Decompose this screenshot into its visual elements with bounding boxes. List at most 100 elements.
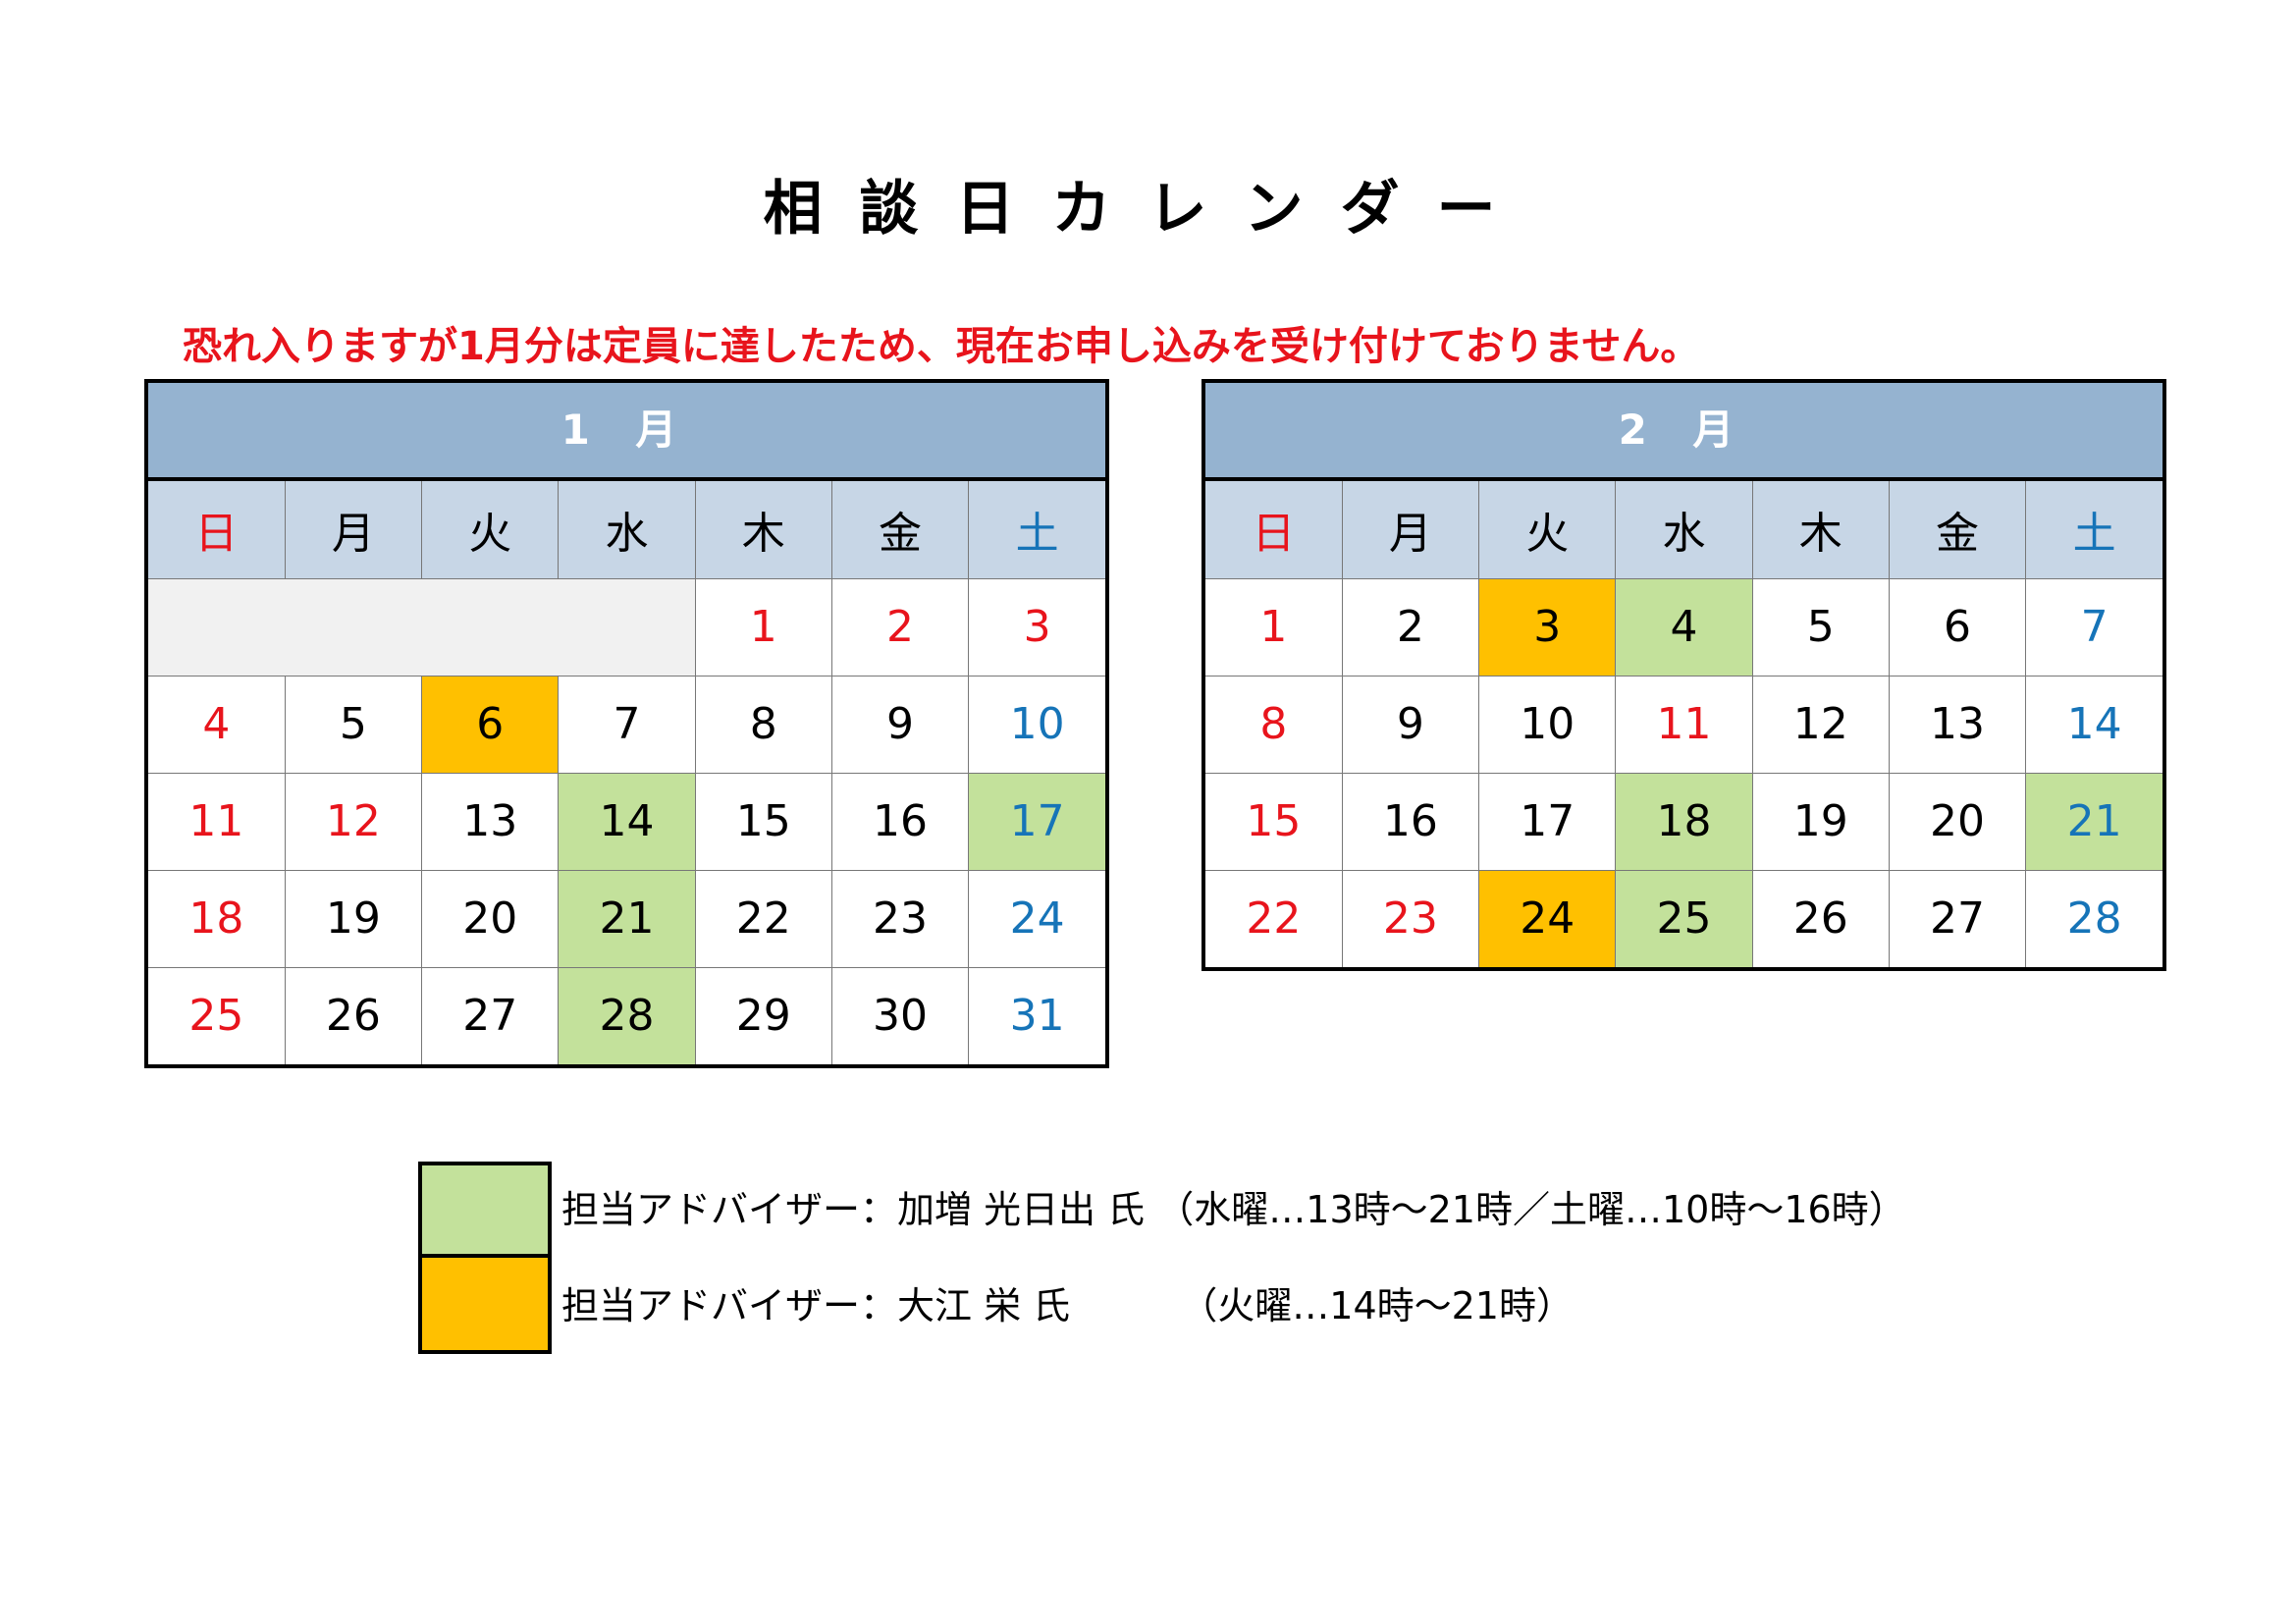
day-cell: 5 [1751,577,1890,677]
day-cell: 7 [558,675,696,774]
weekday-cell: 火 [421,481,560,579]
day-cell: 11 [148,772,286,871]
legend-label: 担当アドバイザー：加増 光日出 氏 [561,1188,1146,1231]
day-cell: 26 [1751,869,1890,967]
day-cell: 4 [1615,577,1753,677]
day-cell: 15 [694,772,832,871]
week-row: 11 12 13 14 15 16 17 [148,772,1105,871]
day-cell: 16 [1341,772,1480,871]
day-cell: 20 [1888,772,2027,871]
day-cell: 4 [148,675,286,774]
week-row: 18 19 20 21 22 23 24 [148,869,1105,968]
legend-text: 担当アドバイザー：大江 栄 氏 （火曜…14時～21時） [561,1279,1574,1332]
day-cell: 9 [830,675,970,774]
day-cell: 2 [830,577,970,677]
weekday-cell: 火 [1478,481,1617,579]
weekday-cell: 土 [968,481,1105,579]
day-cell: 12 [1751,675,1890,774]
weekday-cell: 月 [1341,481,1480,579]
day-cell: 5 [284,675,423,774]
day-cell: 10 [968,675,1105,774]
weekday-cell: 木 [1751,481,1890,579]
week-row: 1 2 3 4 5 6 7 [1205,577,2163,677]
weekday-cell: 木 [694,481,832,579]
day-cell: 18 [148,869,286,968]
day-cell: 26 [284,966,423,1064]
day-cell: 23 [1341,869,1480,967]
day-cell: 6 [1888,577,2027,677]
legend-schedule: （水曜…13時～21時／土曜…10時～16時） [1156,1188,1906,1231]
day-cell: 25 [148,966,286,1064]
day-cell: 3 [1478,577,1617,677]
week-row: 1 2 3 [148,577,1105,677]
day-cell: 17 [1478,772,1617,871]
day-cell: 13 [1888,675,2027,774]
weekday-row: 日 月 火 水 木 金 土 [1205,481,2163,579]
day-cell: 23 [830,869,970,968]
weekday-cell: 月 [284,481,423,579]
day-cell: 29 [694,966,832,1064]
day-cell: 8 [1205,675,1343,774]
day-cell: 21 [558,869,696,968]
month-header: 1 月 [148,383,1105,481]
day-cell: 18 [1615,772,1753,871]
calendar-grid: 日 月 火 水 木 金 土 1 2 3 4 5 6 7 8 9 10 11 12… [1205,481,2163,967]
day-cell: 11 [1615,675,1753,774]
weekday-cell: 土 [2025,481,2163,579]
green-swatch [418,1162,552,1258]
day-cell: 15 [1205,772,1343,871]
day-cell: 21 [2025,772,2163,871]
week-row: 4 5 6 7 8 9 10 [148,675,1105,774]
calendar-january: 1 月 日 月 火 水 木 金 土 1 2 3 4 5 6 7 8 9 10 1… [144,379,1109,1068]
day-cell: 20 [421,869,560,968]
closure-notice: 恐れ入りますが1月分は定員に達したため、現在お申し込みを受け付けておりません。 [183,324,1700,369]
day-cell: 13 [421,772,560,871]
day-cell: 8 [694,675,832,774]
day-cell: 10 [1478,675,1617,774]
week-row: 25 26 27 28 29 30 31 [148,966,1105,1064]
weekday-cell: 金 [830,481,970,579]
day-cell: 14 [558,772,696,871]
month-header: 2 月 [1205,383,2163,481]
legend-text: 担当アドバイザー：加増 光日出 氏 （水曜…13時～21時／土曜…10時～16時… [561,1183,1906,1236]
day-cell: 27 [421,966,560,1064]
day-cell: 14 [2025,675,2163,774]
day-cell: 24 [968,869,1105,968]
day-cell: 12 [284,772,423,871]
weekday-cell: 金 [1888,481,2027,579]
day-cell: 17 [968,772,1105,871]
day-cell: 19 [284,869,423,968]
day-cell: 30 [830,966,970,1064]
day-cell: 22 [1205,869,1343,967]
page-title: 相談日カレンダー [763,175,1533,244]
day-cell: 7 [2025,577,2163,677]
weekday-cell: 水 [1615,481,1753,579]
day-cell: 6 [421,675,560,774]
day-cell: 9 [1341,675,1480,774]
weekday-cell: 日 [1205,481,1343,579]
day-cell: 31 [968,966,1105,1064]
day-cell: 1 [694,577,832,677]
calendar-february: 2 月 日 月 火 水 木 金 土 1 2 3 4 5 6 7 8 9 10 1… [1201,379,2166,971]
weekday-cell: 水 [558,481,696,579]
day-cell: 19 [1751,772,1890,871]
weekday-row: 日 月 火 水 木 金 土 [148,481,1105,579]
week-row: 15 16 17 18 19 20 21 [1205,772,2163,871]
legend-schedule: （火曜…14時～21時） [1180,1284,1574,1327]
empty-days [148,577,696,677]
day-cell: 1 [1205,577,1343,677]
day-cell: 28 [558,966,696,1064]
weekday-cell: 日 [148,481,286,579]
legend-label: 担当アドバイザー：大江 栄 氏 [561,1284,1071,1327]
orange-swatch [418,1258,552,1354]
day-cell: 24 [1478,869,1617,967]
day-cell: 28 [2025,869,2163,967]
day-cell: 27 [1888,869,2027,967]
day-cell: 3 [968,577,1105,677]
day-cell: 25 [1615,869,1753,967]
day-cell: 2 [1341,577,1480,677]
day-cell: 22 [694,869,832,968]
calendar-grid: 日 月 火 水 木 金 土 1 2 3 4 5 6 7 8 9 10 11 12… [148,481,1105,1064]
day-cell: 16 [830,772,970,871]
week-row: 8 9 10 11 12 13 14 [1205,675,2163,774]
